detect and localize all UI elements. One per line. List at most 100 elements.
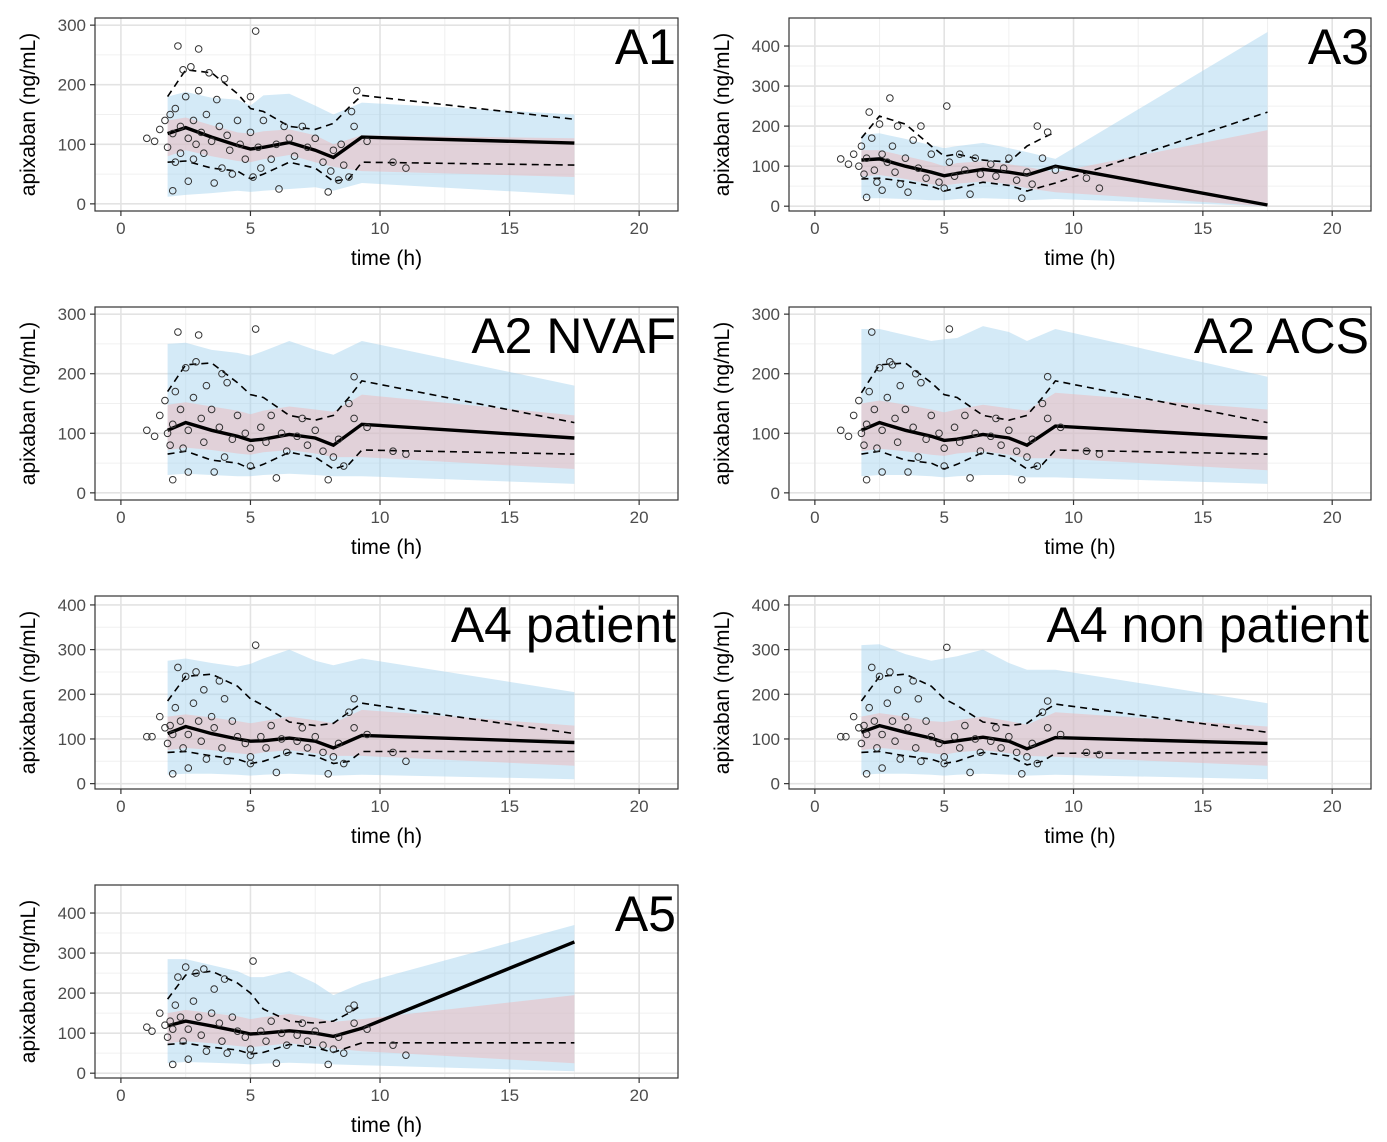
prediction-interval-band — [861, 644, 1268, 780]
observation-point — [174, 663, 182, 672]
upper-percentile-line — [860, 673, 1268, 734]
observation-point — [1005, 732, 1013, 741]
observation-point — [192, 969, 200, 977]
y-tick-label: 100 — [58, 730, 86, 749]
observation-point — [849, 411, 858, 420]
observation-point — [168, 770, 177, 778]
observation-point — [893, 686, 902, 694]
observation-point — [220, 975, 229, 983]
observation-point — [862, 420, 871, 429]
observation-point — [174, 328, 182, 336]
panel-border — [94, 884, 679, 1079]
observation-point — [233, 732, 242, 741]
observation-point — [228, 170, 237, 178]
lower-percentile-line — [167, 750, 575, 765]
observation-point — [350, 1019, 358, 1027]
observation-point — [922, 435, 930, 444]
y-tick-label: 0 — [77, 775, 86, 794]
y-tick-label: 300 — [58, 944, 86, 963]
y-tick-label: 300 — [752, 77, 780, 96]
observation-point — [303, 744, 312, 752]
observation-point — [218, 369, 226, 378]
observation-point — [878, 468, 886, 476]
observation-point — [986, 160, 995, 168]
observation-point — [860, 721, 868, 730]
observation-point — [339, 462, 348, 470]
observation-point — [184, 426, 193, 435]
observation-point — [334, 1033, 343, 1041]
panel-title: A4 patient — [451, 597, 676, 653]
observation-point — [1005, 426, 1013, 435]
x-tick-label: 0 — [810, 219, 819, 238]
observation-point — [1043, 372, 1052, 381]
observation-point — [904, 188, 912, 196]
observation-point — [1043, 697, 1052, 705]
observation-point — [197, 128, 206, 137]
x-tick-label: 0 — [116, 797, 125, 816]
observation-point — [220, 74, 229, 83]
observations — [143, 641, 410, 778]
observation-point — [233, 116, 242, 125]
observations — [143, 957, 410, 1069]
observation-point — [171, 387, 180, 396]
observation-point — [251, 27, 260, 35]
observation-point — [888, 717, 897, 725]
observation-point — [1038, 154, 1047, 162]
y-axis-title: apixaban (ng/mL) — [17, 322, 40, 485]
observation-point — [187, 63, 195, 71]
observation-point — [1095, 750, 1104, 759]
observation-point — [1033, 462, 1042, 470]
observation-point — [855, 396, 863, 405]
observation-point — [326, 167, 335, 175]
x-tick-label: 15 — [500, 508, 519, 527]
observation-point — [1033, 122, 1042, 130]
y-axis-title: apixaban (ng/mL) — [17, 33, 40, 196]
observation-point — [176, 405, 185, 414]
observation-point — [293, 737, 301, 745]
x-tick-label: 10 — [371, 508, 390, 527]
observation-point — [171, 703, 180, 712]
observation-point — [860, 441, 868, 449]
observation-point — [168, 1025, 177, 1033]
observation-point — [275, 185, 283, 193]
observation-point — [215, 677, 224, 685]
observation-point — [267, 1017, 275, 1025]
observation-point — [246, 128, 255, 137]
lower-percentile-line — [167, 1042, 575, 1055]
observation-point — [862, 154, 871, 162]
observation-point — [345, 399, 353, 408]
observation-point — [155, 411, 164, 420]
observation-point — [867, 663, 876, 672]
observation-point — [339, 1049, 348, 1057]
observation-point — [363, 137, 371, 146]
y-tick-label: 0 — [771, 197, 780, 216]
observation-point — [402, 1051, 410, 1059]
observation-point — [311, 426, 320, 435]
observation-point — [290, 152, 299, 160]
observations — [836, 643, 1104, 778]
gridlines — [789, 307, 1371, 500]
observation-point — [233, 411, 242, 420]
x-axis-title: time (h) — [351, 536, 422, 559]
observation-point — [935, 178, 943, 186]
median-interval-band — [167, 995, 575, 1064]
observation-point — [1028, 180, 1036, 188]
observation-point — [200, 965, 208, 973]
observation-point — [272, 474, 281, 482]
observation-point — [914, 694, 923, 703]
gridlines — [789, 18, 1371, 211]
observation-point — [171, 158, 180, 166]
observation-point — [174, 973, 182, 981]
observation-point — [194, 45, 203, 53]
observation-point — [251, 325, 260, 333]
x-tick-label: 0 — [810, 797, 819, 816]
observation-point — [1043, 723, 1052, 732]
observation-point — [1023, 168, 1031, 176]
observation-point — [207, 405, 216, 414]
x-tick-label: 20 — [1323, 219, 1342, 238]
observation-point — [363, 730, 371, 739]
observation-point — [285, 134, 294, 143]
observation-point — [329, 146, 338, 155]
observation-point — [194, 331, 203, 339]
